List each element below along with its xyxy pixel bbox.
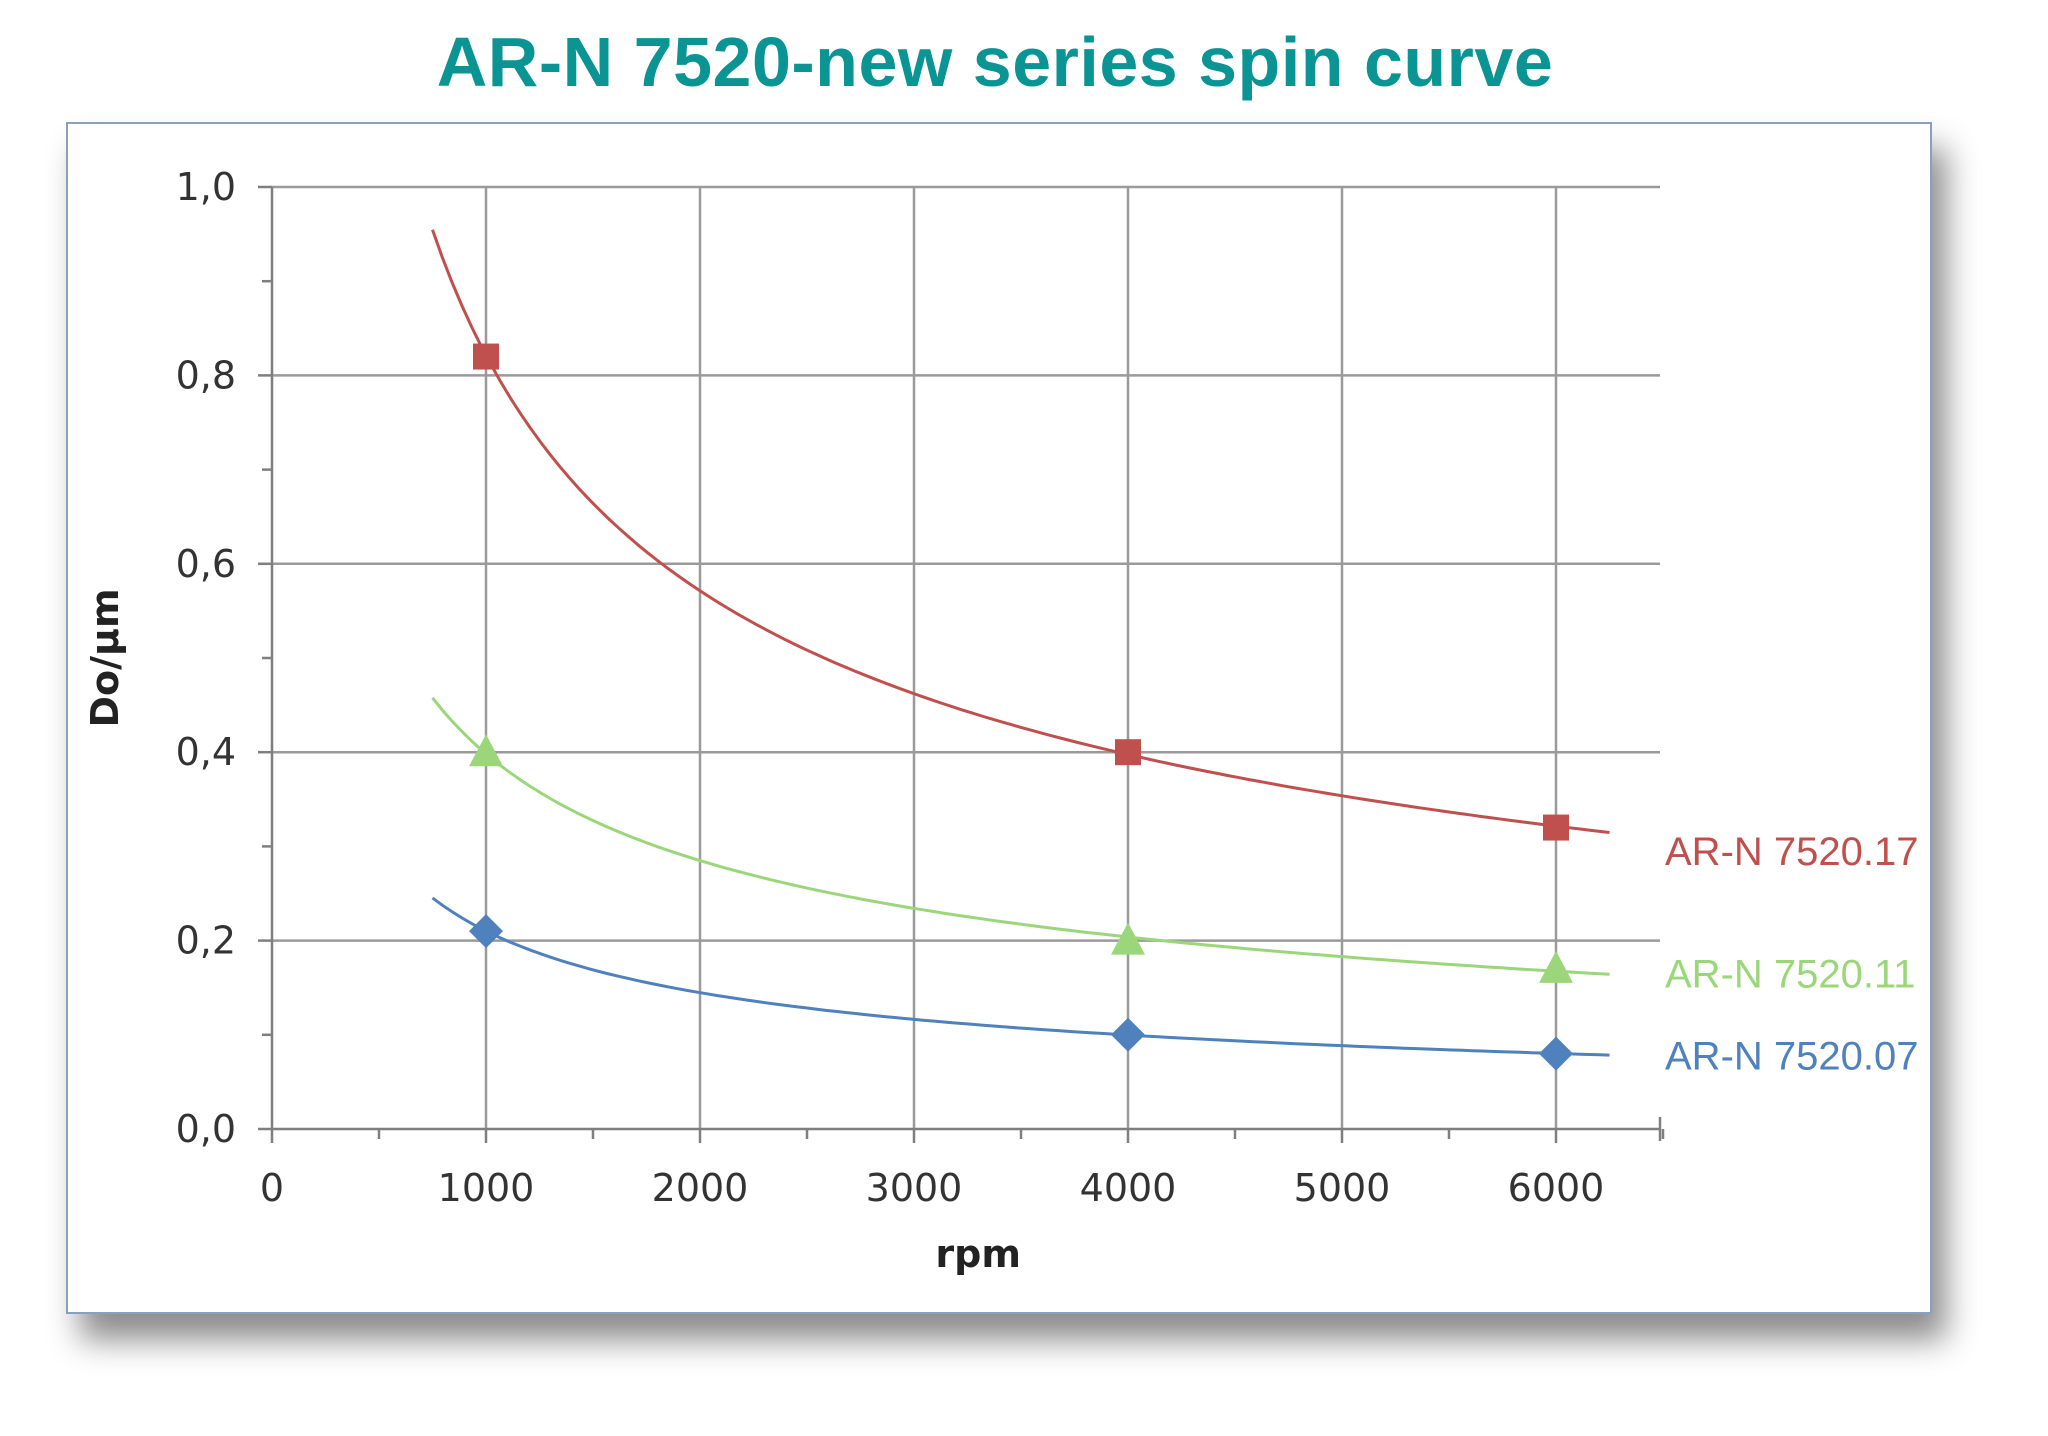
legend-label: AR-N 7520.11 xyxy=(1665,953,1916,997)
data-point-diamond xyxy=(1111,1017,1145,1052)
x-tick-label: 1000 xyxy=(438,1166,535,1210)
data-point-square xyxy=(1543,814,1569,841)
data-point-square xyxy=(473,343,499,370)
chart-frame xyxy=(66,122,1932,1314)
series-curve xyxy=(431,896,1610,1057)
y-tick-label: 0,4 xyxy=(176,730,236,774)
data-point-diamond xyxy=(469,914,503,949)
x-tick-label: 4000 xyxy=(1080,1166,1177,1210)
data-point-square xyxy=(1115,739,1141,766)
series-curve xyxy=(431,696,1610,976)
series-curve xyxy=(431,229,1610,834)
y-tick-label: 0,2 xyxy=(176,919,236,963)
data-point-triangle xyxy=(469,734,503,767)
x-tick-label: 6000 xyxy=(1508,1166,1605,1210)
x-tick-label: 5000 xyxy=(1294,1166,1391,1210)
x-tick-label: 0 xyxy=(260,1166,284,1210)
data-point-diamond xyxy=(1539,1036,1573,1071)
legend-label: AR-N 7520.17 xyxy=(1665,830,1918,874)
data-point-triangle xyxy=(1539,950,1573,983)
data-point-triangle xyxy=(1111,922,1145,955)
y-tick-label: 0,8 xyxy=(176,353,236,397)
legend-label: AR-N 7520.07 xyxy=(1665,1035,1918,1079)
page-title: AR-N 7520-new series spin curve xyxy=(436,23,1554,101)
y-tick-label: 0,0 xyxy=(176,1107,236,1151)
x-axis-title: rpm xyxy=(935,1232,1021,1276)
x-tick-label: 2000 xyxy=(652,1166,749,1210)
x-tick-label: 3000 xyxy=(866,1166,963,1210)
y-tick-label: 1,0 xyxy=(176,165,236,209)
y-tick-label: 0,6 xyxy=(176,542,236,586)
y-axis-title: Do/µm xyxy=(83,588,127,727)
